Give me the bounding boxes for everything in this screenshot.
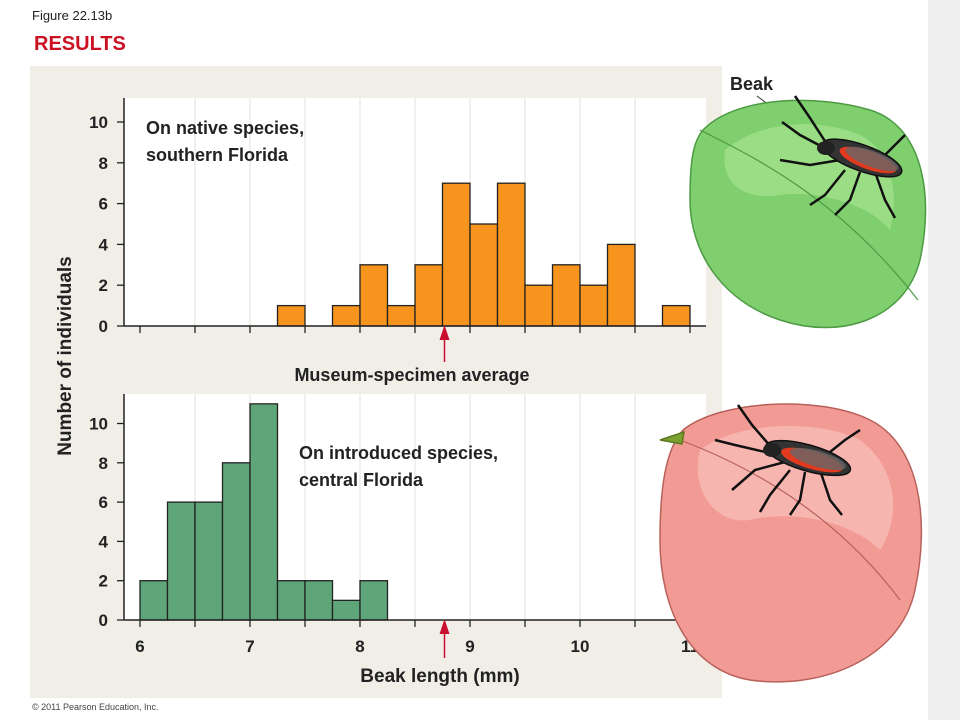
- results-heading: RESULTS: [34, 33, 126, 55]
- x-tick-label: 10: [571, 637, 590, 656]
- marker-arrowhead-top: [439, 325, 450, 340]
- copyright: © 2011 Pearson Education, Inc.: [32, 702, 159, 712]
- introduced-panel-label-line1: On introduced species,: [299, 443, 498, 463]
- introduced-bar: [304, 580, 334, 621]
- pink-fruit-seam: [679, 439, 901, 601]
- y-tick-label: 0: [99, 317, 108, 336]
- introduced-y-ticks: 0 2 4 6 8 10: [89, 415, 124, 630]
- bug-icon-bottom: [714, 404, 861, 516]
- beak-label: Beak: [730, 74, 774, 94]
- y-tick-label: 2: [99, 572, 108, 591]
- native-panel-label: On native species, southern Florida: [146, 118, 309, 165]
- introduced-panel-label: On introduced species, central Florida: [299, 443, 503, 490]
- y-tick-label: 2: [99, 276, 108, 295]
- y-tick-label: 0: [99, 611, 108, 630]
- x-tick-label: 7: [245, 637, 254, 656]
- y-tick-label: 6: [99, 493, 108, 512]
- native-bar: [276, 304, 306, 327]
- native-bar: [551, 264, 581, 327]
- pink-fruit-highlight: [697, 426, 894, 550]
- native-bar: [359, 264, 389, 327]
- introduced-bar: [194, 501, 224, 621]
- figure-label: Figure 22.13b: [32, 8, 112, 23]
- native-bar: [386, 304, 416, 327]
- y-tick-label: 8: [99, 454, 108, 473]
- introduced-bar: [139, 580, 169, 621]
- y-tick-label: 8: [99, 154, 108, 173]
- y-tick-label: 4: [99, 532, 109, 551]
- marker-arrowhead-bottom: [439, 619, 450, 634]
- introduced-bar: [221, 462, 251, 621]
- native-bar: [579, 284, 609, 327]
- native-bar: [524, 284, 554, 327]
- native-bars: [276, 182, 691, 327]
- native-y-ticks: 0 2 4 6 8 10: [89, 113, 124, 336]
- museum-average-marker-top: [439, 325, 450, 362]
- introduced-bar: [276, 580, 306, 621]
- native-bar: [331, 304, 361, 327]
- introduced-bars: [139, 403, 389, 621]
- green-fruit-seam: [699, 129, 919, 301]
- native-bar: [496, 182, 526, 327]
- museum-average-marker-bottom: [439, 619, 450, 658]
- y-tick-label: 6: [99, 195, 108, 214]
- x-tick-label: 9: [465, 637, 474, 656]
- museum-average-label: Museum-specimen average: [294, 365, 529, 385]
- introduced-bar: [166, 501, 196, 621]
- introduced-bar: [359, 580, 389, 621]
- native-bar: [414, 264, 444, 327]
- fruit-stem: [659, 430, 685, 445]
- y-tick-label: 10: [89, 113, 108, 132]
- right-gutter: [928, 0, 960, 720]
- x-axis-title: Beak length (mm): [360, 666, 519, 687]
- introduced-panel-label-line2: central Florida: [299, 470, 424, 490]
- native-panel-label-line2: southern Florida: [146, 145, 289, 165]
- y-axis-title: Number of individuals: [55, 256, 76, 456]
- introduced-fruit-illustration: [659, 403, 923, 683]
- y-tick-label: 10: [89, 415, 108, 434]
- native-axes: [123, 98, 706, 333]
- native-panel-label-line1: On native species,: [146, 118, 304, 138]
- introduced-bar: [331, 599, 361, 621]
- y-tick-label: 4: [99, 235, 109, 254]
- x-tick-label: 6: [135, 637, 144, 656]
- introduced-bar: [249, 403, 279, 621]
- native-histogram: 0 2 4 6 8 10 On native species, southern Flor…: [89, 98, 706, 336]
- native-bar: [661, 304, 691, 327]
- bug-icon-top: [779, 95, 906, 219]
- native-bar: [469, 223, 499, 327]
- x-tick-label: 8: [355, 637, 364, 656]
- native-bar: [441, 182, 471, 327]
- native-bar: [606, 243, 636, 327]
